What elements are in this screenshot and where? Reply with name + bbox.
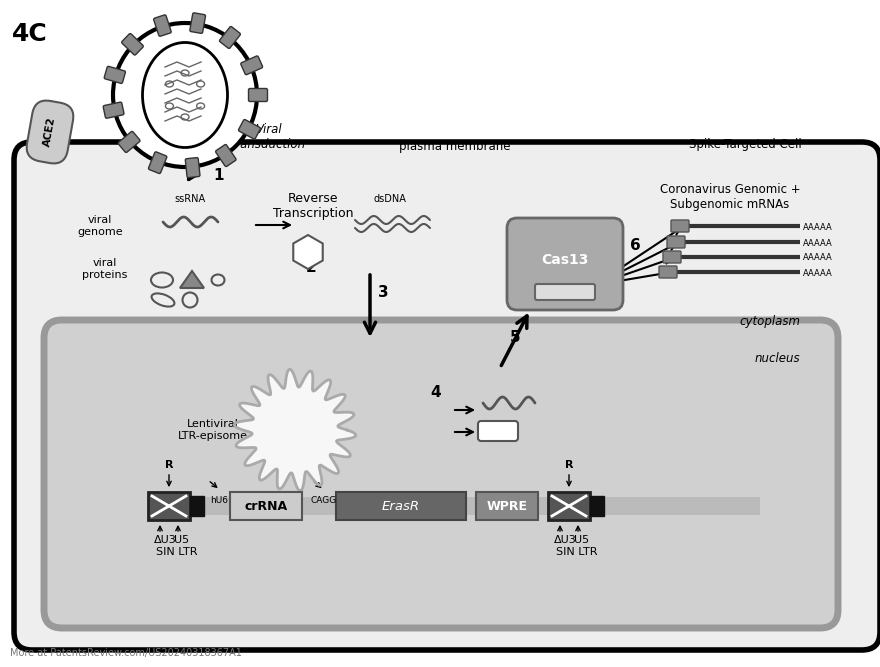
FancyBboxPatch shape [190,13,206,33]
FancyBboxPatch shape [663,251,681,263]
Text: ΔU3: ΔU3 [154,535,177,545]
Text: Lentiviral
LTR-episome: Lentiviral LTR-episome [178,419,248,441]
Text: viral
proteins: viral proteins [83,258,128,279]
Text: cytoplasm: cytoplasm [739,315,800,328]
Circle shape [113,23,257,167]
Bar [590,496,604,516]
FancyBboxPatch shape [186,157,200,177]
Text: ssRNA: ssRNA [174,194,206,204]
Text: viral
genome: viral genome [77,215,123,237]
FancyBboxPatch shape [659,266,677,278]
Text: Viral
Transduction: Viral Transduction [230,123,306,151]
Text: R: R [565,460,573,470]
FancyBboxPatch shape [14,142,880,650]
Text: 4: 4 [430,385,441,400]
FancyBboxPatch shape [507,218,623,310]
Ellipse shape [143,43,228,147]
FancyBboxPatch shape [248,89,268,101]
FancyBboxPatch shape [118,131,140,153]
Text: ΔU3: ΔU3 [554,535,576,545]
FancyBboxPatch shape [241,56,262,75]
FancyBboxPatch shape [44,320,838,628]
Text: AAAAA: AAAAA [803,269,832,277]
FancyBboxPatch shape [535,284,595,300]
Text: nucleus: nucleus [754,352,800,365]
Text: Cas13: Cas13 [541,253,589,267]
Text: AAAAA: AAAAA [803,223,832,231]
Text: 5: 5 [510,330,521,345]
Text: SIN LTR: SIN LTR [156,547,197,557]
Text: SIN LTR: SIN LTR [556,547,598,557]
Text: ACE2: ACE2 [42,116,57,147]
Text: 2: 2 [306,260,317,275]
FancyBboxPatch shape [219,27,240,49]
Text: AAAAA: AAAAA [803,253,832,263]
Bar [200,497,760,515]
Text: U5: U5 [574,535,589,545]
Bar [336,492,466,520]
FancyBboxPatch shape [104,66,126,83]
Text: 3: 3 [378,285,389,300]
Polygon shape [180,271,204,288]
Text: AAAAA: AAAAA [803,239,832,247]
FancyBboxPatch shape [121,33,143,55]
Text: WPRE: WPRE [487,500,527,512]
Text: plasma membrane: plasma membrane [400,140,510,153]
FancyBboxPatch shape [103,102,124,118]
Text: hU6: hU6 [210,496,228,505]
FancyBboxPatch shape [216,145,236,167]
Text: 1: 1 [213,168,224,183]
Text: R: R [165,460,173,470]
Polygon shape [234,370,356,491]
Text: U5: U5 [174,535,189,545]
Text: crRNA: crRNA [245,500,288,512]
Text: ErasR: ErasR [382,500,420,512]
Text: dsDNA: dsDNA [374,194,407,204]
Text: 4C: 4C [12,22,48,46]
Bar [190,496,204,516]
FancyBboxPatch shape [478,421,518,441]
Text: Reverse
Transcription: Reverse Transcription [273,192,353,220]
Text: More at PatentsReview.com/US20240318367A1: More at PatentsReview.com/US20240318367A… [10,648,242,658]
Text: Coronavirus Genomic +
Subgenomic mRNAs: Coronavirus Genomic + Subgenomic mRNAs [660,183,800,211]
FancyBboxPatch shape [154,15,172,36]
FancyBboxPatch shape [667,236,685,248]
Bar [476,492,538,520]
FancyBboxPatch shape [671,220,689,232]
Bar [548,492,590,520]
Bar [148,492,190,520]
FancyBboxPatch shape [238,119,260,139]
Text: Spike-Targeted Cell: Spike-Targeted Cell [689,138,802,151]
Bar [230,492,302,520]
Text: CAGG: CAGG [310,496,336,505]
Text: 6: 6 [630,238,641,253]
FancyBboxPatch shape [149,152,167,173]
